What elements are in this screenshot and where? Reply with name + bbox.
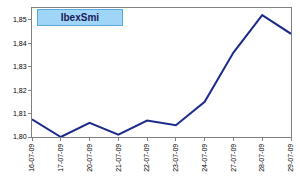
svg-text:24-07-09: 24-07-09 bbox=[201, 144, 208, 172]
svg-text:IbexSmi: IbexSmi bbox=[61, 12, 100, 23]
svg-text:1,82: 1,82 bbox=[13, 87, 27, 94]
svg-text:20-07-09: 20-07-09 bbox=[86, 144, 93, 172]
svg-text:1,83: 1,83 bbox=[13, 63, 27, 70]
svg-text:22-07-09: 22-07-09 bbox=[143, 144, 150, 172]
svg-text:1,81: 1,81 bbox=[13, 110, 27, 117]
svg-text:29-07-09: 29-07-09 bbox=[287, 144, 294, 172]
svg-text:1,80: 1,80 bbox=[13, 133, 27, 140]
svg-text:28-07-09: 28-07-09 bbox=[258, 144, 265, 172]
svg-text:17-07-09: 17-07-09 bbox=[57, 144, 64, 172]
svg-text:1,84: 1,84 bbox=[13, 40, 27, 47]
svg-text:23-07-09: 23-07-09 bbox=[172, 144, 179, 172]
svg-text:1,85: 1,85 bbox=[13, 16, 27, 23]
svg-text:21-07-09: 21-07-09 bbox=[115, 144, 122, 172]
svg-text:27-07-09: 27-07-09 bbox=[230, 144, 237, 172]
svg-text:16-07-09: 16-07-09 bbox=[28, 144, 35, 172]
